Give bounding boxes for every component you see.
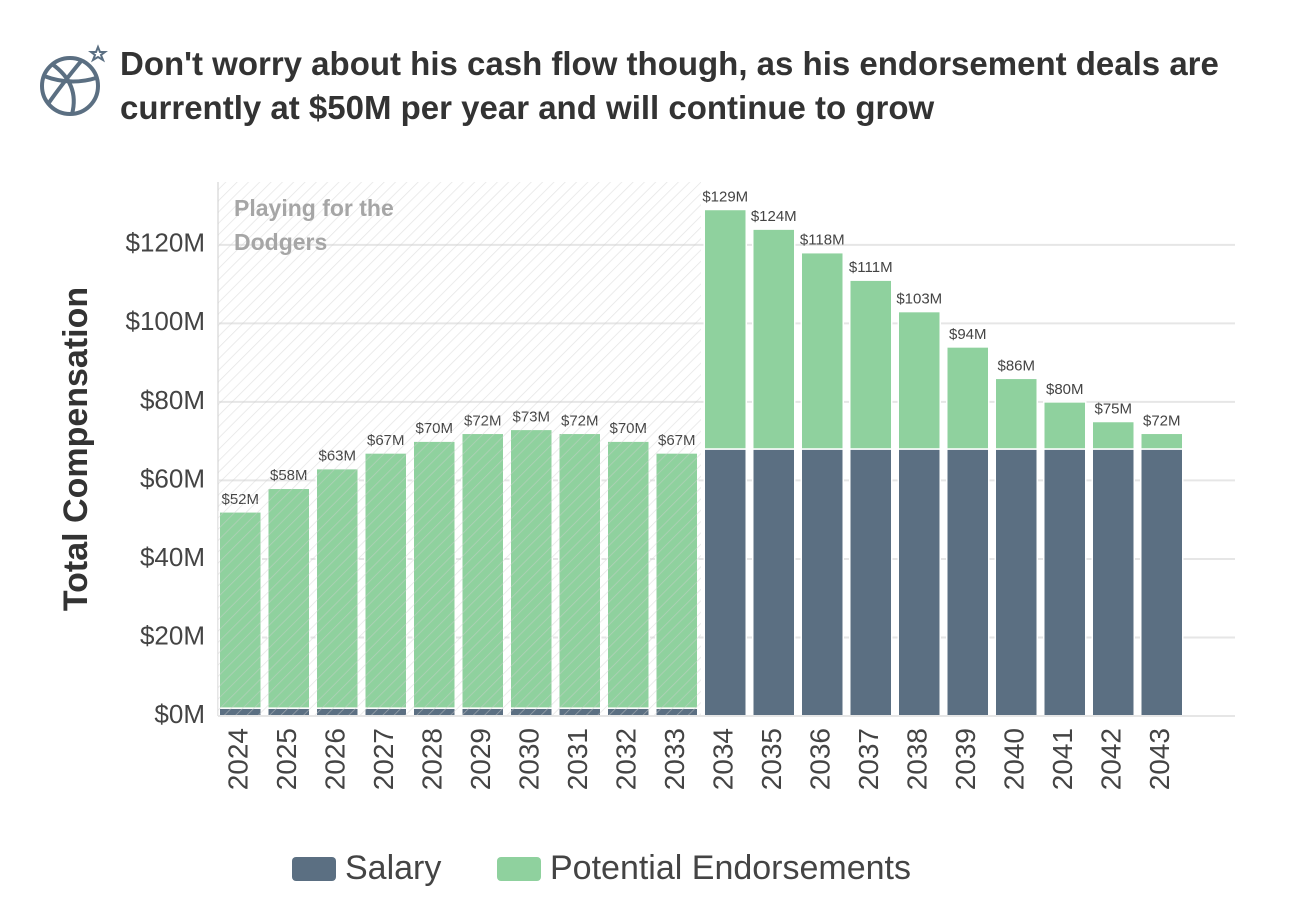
legend-swatch <box>292 857 336 881</box>
x-tick-label: 2027 <box>368 728 399 790</box>
bar-segment <box>1140 448 1184 717</box>
chart-title: Don't worry about his cash flow though, … <box>120 45 1219 126</box>
x-tick-label: 2033 <box>659 728 690 790</box>
basketball-icon <box>40 44 108 116</box>
total-label: $129M <box>702 188 748 205</box>
bar-segment <box>946 346 990 450</box>
bar-segment <box>946 448 990 717</box>
total-label: $94M <box>949 326 987 343</box>
legend-label: Salary <box>345 849 441 887</box>
total-label: $124M <box>751 208 797 225</box>
y-axis-title: Total Compensation <box>57 287 95 611</box>
y-tick-label: $40M <box>140 542 205 572</box>
y-tick-label: $60M <box>140 463 205 493</box>
x-tick-label: 2040 <box>999 728 1030 790</box>
annotation: Playing for the Dodgers <box>234 195 394 255</box>
bar-segment <box>1043 401 1087 450</box>
total-label: $118M <box>800 232 845 249</box>
legend-label: Potential Endorsements <box>550 849 911 887</box>
x-tick-label: 2028 <box>417 728 448 790</box>
x-tick-label: 2032 <box>611 728 642 790</box>
shaded-region <box>218 182 701 716</box>
y-tick-label: $80M <box>140 385 205 415</box>
bar-segment <box>703 448 747 717</box>
x-tick-label: 2039 <box>950 728 981 790</box>
bar-segment <box>752 228 796 450</box>
bar-segment <box>897 448 941 717</box>
bar-segment <box>800 448 844 717</box>
bar-segment <box>1043 448 1087 717</box>
bar-segment <box>849 279 893 450</box>
x-tick-label: 2041 <box>1047 728 1078 790</box>
total-label: $80M <box>1046 381 1084 398</box>
bar-segment <box>752 448 796 717</box>
bar-segment <box>897 310 941 450</box>
y-tick-label: $100M <box>126 306 206 336</box>
bar-segment <box>994 448 1038 717</box>
x-tick-label: 2038 <box>902 728 933 790</box>
bar-segment <box>994 377 1038 450</box>
bar-segment <box>703 208 747 450</box>
y-tick-label: $120M <box>126 228 206 258</box>
x-tick-label: 2034 <box>708 728 739 790</box>
x-tick-label: 2031 <box>562 728 593 790</box>
x-tick-label: 2035 <box>756 728 787 790</box>
x-tick-label: 2030 <box>514 728 545 790</box>
x-tick-label: 2037 <box>853 728 884 790</box>
x-tick-label: 2026 <box>320 728 351 790</box>
x-tick-label: 2025 <box>271 728 302 790</box>
x-tick-label: 2043 <box>1144 728 1175 790</box>
y-tick-label: $0M <box>154 699 205 729</box>
y-tick-label: $20M <box>140 620 205 650</box>
bar-segment <box>849 448 893 717</box>
bar-segment <box>800 251 844 450</box>
x-tick-label: 2029 <box>465 728 496 790</box>
total-label: $72M <box>1143 412 1181 429</box>
x-tick-label: 2036 <box>805 728 836 790</box>
total-label: $75M <box>1094 400 1132 417</box>
bar-segment <box>1140 432 1184 450</box>
total-label: $86M <box>997 357 1035 374</box>
bar-segment <box>1091 448 1135 717</box>
legend-swatch <box>497 857 541 881</box>
total-label: $103M <box>896 291 942 308</box>
bar-segment <box>1091 420 1135 450</box>
total-label: $111M <box>849 259 893 276</box>
x-tick-label: 2042 <box>1096 728 1127 790</box>
x-tick-label: 2024 <box>223 728 254 790</box>
